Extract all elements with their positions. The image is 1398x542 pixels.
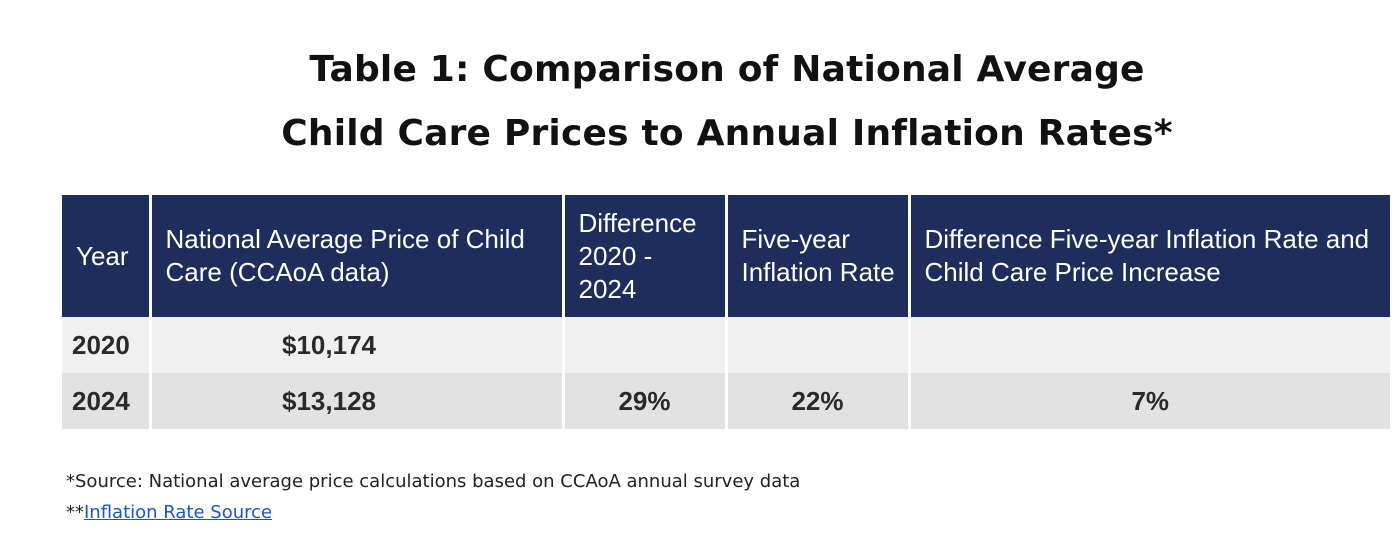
cell-difference: 29%: [561, 373, 726, 429]
table-title: Table 1: Comparison of National Average …: [0, 38, 1398, 166]
cell-gap: [907, 317, 1390, 373]
link-prefix: **: [66, 502, 84, 523]
inflation-source-note: **Inflation Rate Source: [66, 497, 800, 528]
header-year: Year: [62, 195, 150, 317]
table-title-line-1: Table 1: Comparison of National Average: [309, 49, 1145, 90]
header-inflation-gap: Difference Five-year Inflation Rate and …: [907, 195, 1390, 317]
cell-year: 2020: [62, 317, 150, 373]
inflation-rate-source-link[interactable]: Inflation Rate Source: [84, 502, 273, 523]
table-row: 2024 $13,128 29% 22% 7%: [62, 373, 1390, 429]
header-national-average-price: National Average Price of Child Care (CC…: [148, 195, 563, 317]
cell-inflation: 22%: [724, 373, 909, 429]
cell-year: 2024: [62, 373, 150, 429]
cell-inflation: [724, 317, 909, 373]
header-inflation-rate: Five-year Inflation Rate: [724, 195, 909, 317]
cell-difference: [561, 317, 726, 373]
cell-price: $13,128: [148, 373, 563, 429]
table-header-row: Year National Average Price of Child Car…: [62, 195, 1390, 317]
cell-price: $10,174: [148, 317, 563, 373]
source-note: *Source: National average price calculat…: [66, 471, 801, 492]
table-row: 2020 $10,174: [62, 317, 1390, 373]
comparison-table: Year National Average Price of Child Car…: [62, 195, 1390, 429]
header-difference: Difference 2020 - 2024: [561, 195, 726, 317]
cell-gap: 7%: [907, 373, 1390, 429]
table-title-line-2: Child Care Prices to Annual Inflation Ra…: [281, 113, 1173, 154]
footnotes: *Source: National average price calculat…: [66, 466, 800, 528]
